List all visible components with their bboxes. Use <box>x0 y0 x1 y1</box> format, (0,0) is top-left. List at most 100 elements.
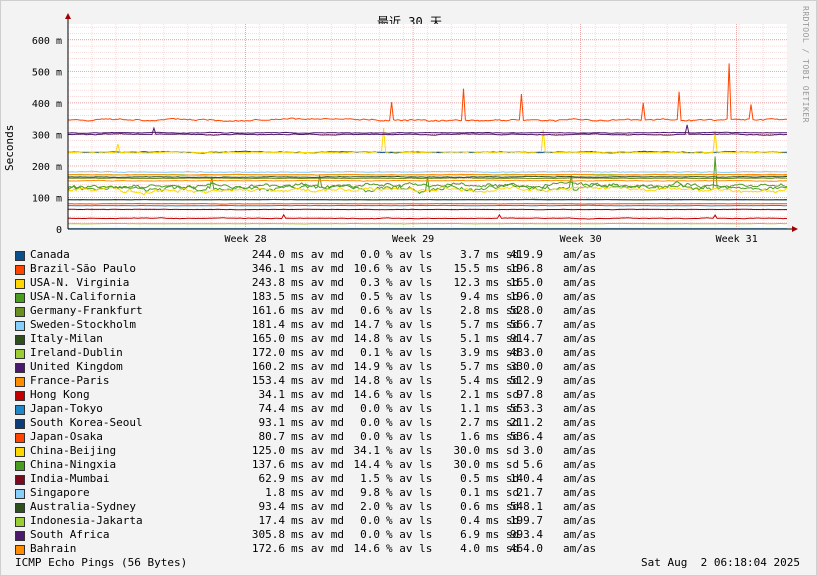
legend-amas-value: 21.7 <box>516 486 544 499</box>
series-line <box>67 170 788 174</box>
legend-loss-value: 14.9 <box>353 360 381 373</box>
legend-sd-value: 2.7 <box>460 416 480 429</box>
legend-entry: Canada 244.0 ms av md 0.0 % av ls 3.7 ms sd 419… <box>15 248 795 262</box>
legend-loss-value: 0.0 <box>360 416 380 429</box>
legend-sd-value: 2.8 <box>460 304 480 317</box>
legend-series-name: South Korea-Seoul <box>30 416 143 429</box>
legend-sd-unit: ms sd <box>486 500 520 513</box>
legend-sd-value: 3.9 <box>460 346 480 359</box>
legend-loss-unit: % av ls <box>386 248 433 261</box>
legend-sd-value: 5.7 <box>460 360 480 373</box>
legend-sd-unit: ms sd <box>486 458 520 471</box>
y-tick-label: 500 m <box>32 67 62 78</box>
legend-sd-value: 0.1 <box>460 486 480 499</box>
legend-amas-value: 97.8 <box>516 388 544 401</box>
legend-amas-unit: am/as <box>563 444 597 457</box>
legend-series-name: USA-N.California <box>30 290 136 303</box>
legend-median-value: 165.0 <box>251 332 285 345</box>
legend-loss-value: 0.1 <box>360 346 380 359</box>
series-line <box>67 124 788 136</box>
x-tick-label: Week 30 <box>560 234 602 245</box>
legend-amas-unit: am/as <box>563 332 597 345</box>
legend-amas-value: 5.6 <box>523 458 543 471</box>
legend-sd-unit: ms sd <box>486 290 520 303</box>
legend-swatch <box>15 321 25 331</box>
legend-median-unit: ms av md <box>291 416 344 429</box>
watermark: RRDTOOL / TOBI OETIKER <box>801 6 810 123</box>
legend-swatch <box>15 461 25 471</box>
legend-loss-value: 0.0 <box>360 430 380 443</box>
legend-sd-value: 3.7 <box>460 248 480 261</box>
legend-loss-unit: % av ls <box>386 388 433 401</box>
legend-swatch <box>15 489 25 499</box>
legend-entry: Indonesia-Jakarta 17.4 ms av md 0.0 % av ls 0… <box>15 514 795 528</box>
plot-area: 0 100 m 200 m 300 m 400 m 500 m 600 m Week 28 We… <box>32 13 798 245</box>
legend-sd-value: 9.4 <box>460 290 480 303</box>
legend-sd-value: 6.9 <box>460 528 480 541</box>
legend-series-name: Germany-Frankfurt <box>30 304 143 317</box>
legend-amas-value: 483.0 <box>509 346 543 359</box>
legend-amas-value: 211.2 <box>509 416 543 429</box>
x-axis-arrow <box>792 226 798 232</box>
legend-sd-unit: ms sd <box>486 416 520 429</box>
legend-sd-value: 30.0 <box>453 444 481 457</box>
series-line <box>68 204 788 207</box>
legend-median-value: 34.1 <box>258 388 286 401</box>
legend-swatch <box>15 293 25 303</box>
legend-entry: Australia-Sydney 93.4 ms av md 2.0 % av ls 0.… <box>15 500 795 514</box>
legend-amas-unit: am/as <box>563 500 597 513</box>
legend-loss-unit: % av ls <box>386 276 433 289</box>
legend-entry: South Korea-Seoul 93.1 ms av md 0.0 % av ls 2… <box>15 416 795 430</box>
legend-entry: USA-N. Virginia 243.8 ms av md 0.3 % av ls 12… <box>15 276 795 290</box>
legend-series-name: Hong Kong <box>30 388 90 401</box>
legend-amas-unit: am/as <box>563 402 597 415</box>
legend-median-unit: ms av md <box>291 262 344 275</box>
legend-amas-value: 993.4 <box>509 528 543 541</box>
legend-loss-value: 14.6 <box>353 388 381 401</box>
legend-series-name: Brazil-São Paulo <box>30 262 136 275</box>
y-tick-label: 0 <box>56 225 62 236</box>
legend-amas-unit: am/as <box>563 248 597 261</box>
legend-loss-value: 2.0 <box>360 500 380 513</box>
legend-sd-unit: ms sd <box>486 472 520 485</box>
legend-sd-value: 0.4 <box>460 514 480 527</box>
legend-median-value: 1.8 <box>265 486 285 499</box>
legend-sd-value: 1.6 <box>460 430 480 443</box>
legend-amas-value: 528.0 <box>509 304 543 317</box>
legend-amas-value: 3.0 <box>523 444 543 457</box>
series-line <box>68 128 788 154</box>
legend-loss-unit: % av ls <box>386 500 433 513</box>
legend-amas-unit: am/as <box>563 458 597 471</box>
legend-median-value: 80.7 <box>258 430 286 443</box>
legend-loss-unit: % av ls <box>386 472 433 485</box>
legend-loss-unit: % av ls <box>386 374 433 387</box>
series-line <box>68 208 788 211</box>
legend-median-value: 93.1 <box>258 416 286 429</box>
legend-amas-unit: am/as <box>563 262 597 275</box>
legend-sd-unit: ms sd <box>486 332 520 345</box>
legend-loss-unit: % av ls <box>386 346 433 359</box>
legend-series-name: China-Ningxia <box>30 458 117 471</box>
legend-sd-value: 15.5 <box>453 262 481 275</box>
legend-loss-unit: % av ls <box>386 430 433 443</box>
legend-sd-unit: ms sd <box>486 276 520 289</box>
legend-amas-unit: am/as <box>563 486 597 499</box>
x-tick-label: Week 31 <box>716 234 758 245</box>
y-tick-label: 100 m <box>32 193 62 204</box>
legend-amas-value: 165.0 <box>509 276 543 289</box>
legend-swatch <box>15 335 25 345</box>
legend-series-name: Indonesia-Jakarta <box>30 514 143 527</box>
legend-loss-value: 34.1 <box>353 444 381 457</box>
legend-loss-value: 14.8 <box>353 374 381 387</box>
legend-series-name: Australia-Sydney <box>30 500 136 513</box>
legend-sd-value: 1.1 <box>460 402 480 415</box>
legend-series-name: Japan-Tokyo <box>30 402 103 415</box>
legend-amas-value: 196.0 <box>509 290 543 303</box>
legend-amas-unit: am/as <box>563 472 597 485</box>
legend-entry: France-Paris 153.4 ms av md 14.8 % av ls 5.4 m… <box>15 374 795 388</box>
legend-swatch <box>15 433 25 443</box>
legend-median-unit: ms av md <box>291 528 344 541</box>
legend-swatch <box>15 391 25 401</box>
legend-entry: Italy-Milan 165.0 ms av md 14.8 % av ls 5.1 ms… <box>15 332 795 346</box>
